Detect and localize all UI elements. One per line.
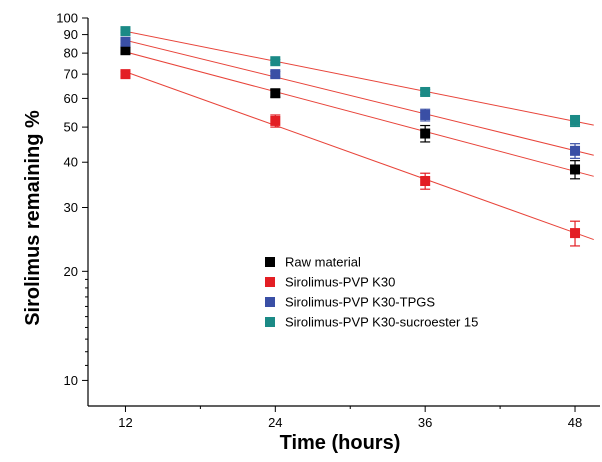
legend-label: Sirolimus-PVP K30: [285, 275, 395, 290]
y-tick-label: 90: [64, 27, 78, 42]
data-point: [570, 115, 581, 126]
legend-label: Sirolimus-PVP K30-sucroester 15: [285, 315, 478, 330]
data-point: [270, 88, 281, 99]
data-point: [420, 176, 431, 187]
x-tick-label: 24: [268, 415, 282, 430]
data-point: [120, 26, 131, 37]
legend-label: Sirolimus-PVP K30-TPGS: [285, 295, 435, 310]
data-markers: [120, 26, 581, 247]
data-point: [420, 109, 431, 120]
y-tick-label: 30: [64, 200, 78, 215]
data-point: [120, 69, 131, 80]
x-axis-title: Time (hours): [280, 432, 401, 454]
data-point: [120, 36, 131, 47]
data-point: [570, 228, 581, 239]
data-point: [420, 86, 431, 97]
legend-marker: [265, 297, 275, 307]
y-tick-label: 40: [64, 155, 78, 170]
legend-marker: [265, 277, 275, 287]
legend-label: Raw material: [285, 255, 361, 270]
legend-marker: [265, 317, 275, 327]
data-point: [270, 56, 281, 67]
legend-marker: [265, 257, 275, 267]
x-tick-label: 12: [118, 415, 132, 430]
fit-line: [125, 30, 594, 126]
fit-line: [125, 51, 594, 177]
x-tick-label: 36: [418, 415, 432, 430]
y-tick-label: 10: [64, 373, 78, 388]
y-tick-label: 50: [64, 120, 78, 135]
data-point: [270, 115, 281, 126]
data-point: [270, 69, 281, 80]
y-tick-label: 70: [64, 67, 78, 82]
y-tick-label: 100: [56, 11, 78, 26]
data-point: [420, 128, 431, 139]
data-point: [120, 45, 131, 56]
y-tick-label: 20: [64, 264, 78, 279]
fit-line: [125, 39, 594, 156]
x-tick-label: 48: [568, 415, 582, 430]
y-tick-label: 60: [64, 91, 78, 106]
fit-lines: [125, 30, 594, 241]
data-point: [570, 145, 581, 156]
y-axis-title: Sirolimus remaining %: [22, 110, 44, 326]
fit-line: [125, 71, 594, 241]
data-point: [570, 164, 581, 175]
legend: Raw material Sirolimus-PVP K30 Sirolimus-P…: [265, 255, 478, 330]
y-tick-label: 80: [64, 46, 78, 61]
